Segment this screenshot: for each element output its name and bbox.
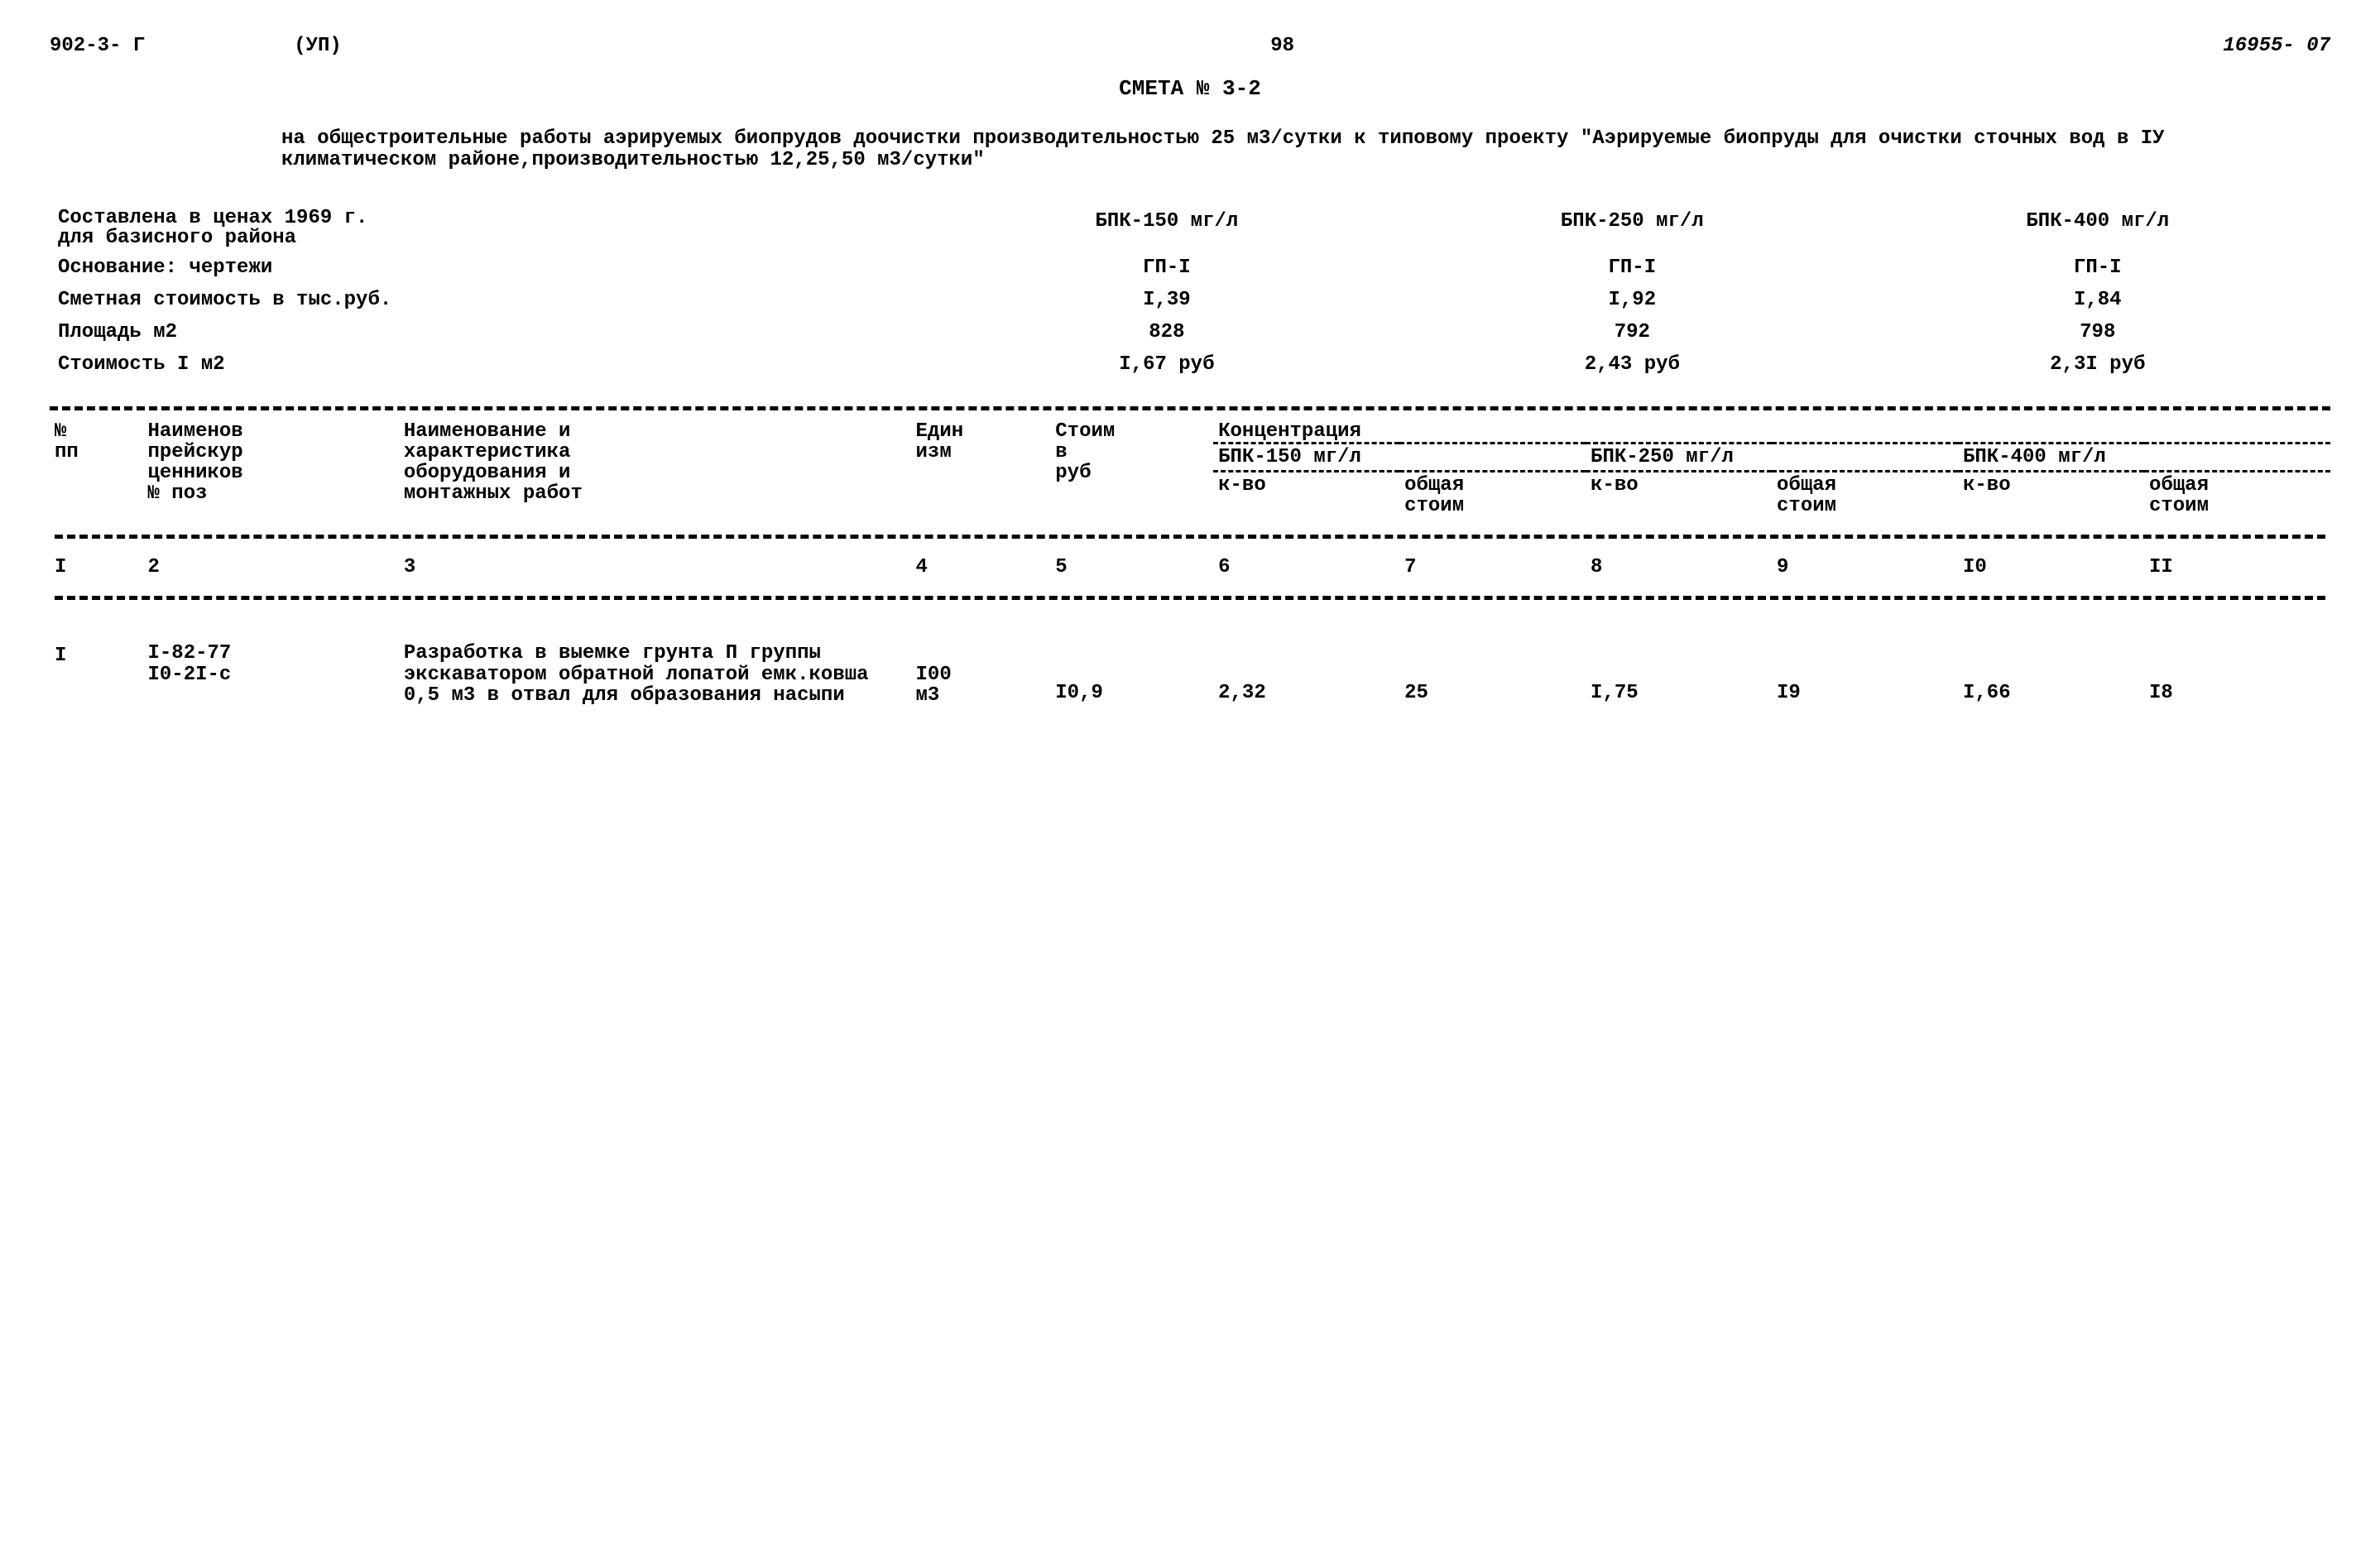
hdr-price-1: Стоим [1055, 421, 1208, 442]
row-kvo150: 2,32 [1213, 640, 1399, 708]
perm2-label: Стоимость I м2 [50, 348, 934, 381]
coln-6: 6 [1213, 549, 1399, 585]
hdr-desc-1: Наименование и [404, 421, 906, 442]
hdr-total-400a: общая [2149, 475, 2325, 496]
doc-code-right: 16955- 07 [2223, 33, 2330, 59]
compiled-label: Составлена в ценах 1969 г. [58, 209, 926, 228]
hdr-code-2: прейскур [147, 442, 393, 463]
row-unit-1: I00 [916, 664, 1046, 685]
cost-400: I,84 [1865, 284, 2330, 316]
col-header-bpk150: БПК-150 мг/л [934, 205, 1399, 252]
hdr-unit-1: Един [916, 421, 1046, 442]
hdr-code-1: Наименов [147, 421, 393, 442]
area-label: Площадь м2 [50, 316, 934, 348]
hdr-price-2: в [1055, 442, 1208, 463]
gp-150: ГП-I [934, 252, 1399, 284]
hdr-num-2: пп [55, 442, 137, 463]
hdr-bpk150: БПК-150 мг/л [1213, 443, 1586, 471]
coln-4: 4 [911, 549, 1051, 585]
perm2-150: I,67 руб [934, 348, 1399, 381]
coln-11: II [2144, 549, 2330, 585]
row-code-2: I0-2I-с [147, 664, 393, 685]
area-400: 798 [1865, 316, 2330, 348]
area-250: 792 [1399, 316, 1864, 348]
hdr-code-3: ценников [147, 463, 393, 483]
document-title: СМЕТА № 3-2 [50, 75, 2330, 103]
document-description: на общестроительные работы аэрируемых би… [281, 128, 2281, 172]
hdr-desc-2: характеристика [404, 442, 906, 463]
row-desc: Разработка в выемке грунта П группы экск… [399, 640, 911, 708]
coln-3: 3 [399, 549, 911, 585]
hdr-total-400b: стоим [2149, 496, 2325, 516]
area-150: 828 [934, 316, 1399, 348]
hdr-total-250a: общая [1777, 475, 1953, 496]
est-cost-label: Сметная стоимость в тыс.руб. [50, 284, 934, 316]
hdr-price-3: руб [1055, 463, 1208, 483]
hdr-kvo-400: к-во [1958, 471, 2144, 519]
col-header-bpk250: БПК-250 мг/л [1399, 205, 1864, 252]
row-price: I0,9 [1050, 640, 1213, 708]
row-kvo400: I,66 [1958, 640, 2144, 708]
gp-400: ГП-I [1865, 252, 2330, 284]
hdr-code-4: № поз [147, 483, 393, 504]
cost-250: I,92 [1399, 284, 1864, 316]
coln-2: 2 [142, 549, 398, 585]
hdr-total-250b: стоим [1777, 496, 1953, 516]
row-cost250: I9 [1772, 640, 1958, 708]
perm2-400: 2,3I руб [1865, 348, 2330, 381]
page-header: 902-3- Г (УП) 98 16955- 07 [50, 33, 2330, 59]
coln-1: I [50, 549, 142, 585]
row-code-1: I-82-77 [147, 643, 393, 664]
divider [50, 406, 2330, 410]
hdr-num-1: № [55, 421, 137, 442]
hdr-desc-3: оборудования и [404, 463, 906, 483]
row-unit-2: м3 [916, 685, 1046, 706]
coln-7: 7 [1399, 549, 1586, 585]
coln-8: 8 [1586, 549, 1772, 585]
cost-150: I,39 [934, 284, 1399, 316]
coln-5: 5 [1050, 549, 1213, 585]
table-row: I I-82-77 I0-2I-с Разработка в выемке гр… [50, 640, 2330, 708]
hdr-bpk400: БПК-400 мг/л [1958, 443, 2330, 471]
hdr-kvo-150: к-во [1213, 471, 1399, 519]
hdr-concentration: Концентрация [1213, 419, 2330, 444]
row-cost400: I8 [2144, 640, 2330, 708]
row-num: I [50, 640, 142, 708]
hdr-total-150a: общая [1404, 475, 1581, 496]
hdr-bpk250: БПК-250 мг/л [1586, 443, 1958, 471]
hdr-kvo-250: к-во [1586, 471, 1772, 519]
summary-table: Составлена в ценах 1969 г. для базисного… [50, 205, 2330, 381]
page-number: 98 [342, 33, 2224, 59]
hdr-unit-2: изм [916, 442, 1046, 463]
main-table: № пп Наименов прейскур ценников № поз На… [50, 419, 2330, 709]
hdr-total-150b: стоим [1404, 496, 1581, 516]
coln-9: 9 [1772, 549, 1958, 585]
row-kvo250: I,75 [1586, 640, 1772, 708]
coln-10: I0 [1958, 549, 2144, 585]
row-cost150: 25 [1399, 640, 1586, 708]
compiled-sub-label: для базисного района [58, 228, 926, 248]
doc-code-left: 902-3- Г [50, 33, 145, 59]
basis-label: Основание: чертежи [50, 252, 934, 284]
perm2-250: 2,43 руб [1399, 348, 1864, 381]
col-header-bpk400: БПК-400 мг/л [1865, 205, 2330, 252]
doc-code-mid: (УП) [294, 33, 342, 59]
divider [55, 596, 2325, 600]
gp-250: ГП-I [1399, 252, 1864, 284]
divider [55, 535, 2325, 539]
hdr-desc-4: монтажных работ [404, 483, 906, 504]
